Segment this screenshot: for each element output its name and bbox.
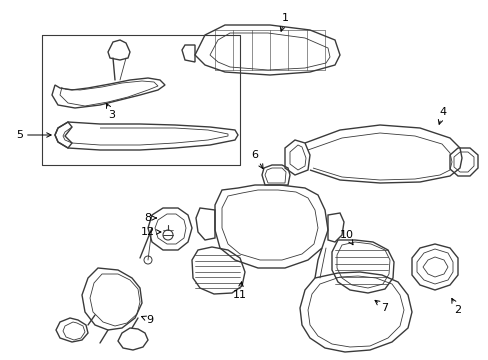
Text: 12: 12 (141, 227, 161, 237)
Text: 7: 7 (374, 300, 388, 313)
Text: 10: 10 (339, 230, 353, 245)
Text: 6: 6 (251, 150, 263, 169)
Text: 8: 8 (144, 213, 156, 223)
Text: 5: 5 (17, 130, 51, 140)
Text: 2: 2 (451, 298, 461, 315)
Text: 11: 11 (232, 282, 246, 300)
Text: 4: 4 (437, 107, 446, 124)
Text: 1: 1 (280, 13, 288, 31)
Text: 3: 3 (106, 104, 115, 120)
Text: 9: 9 (141, 315, 153, 325)
